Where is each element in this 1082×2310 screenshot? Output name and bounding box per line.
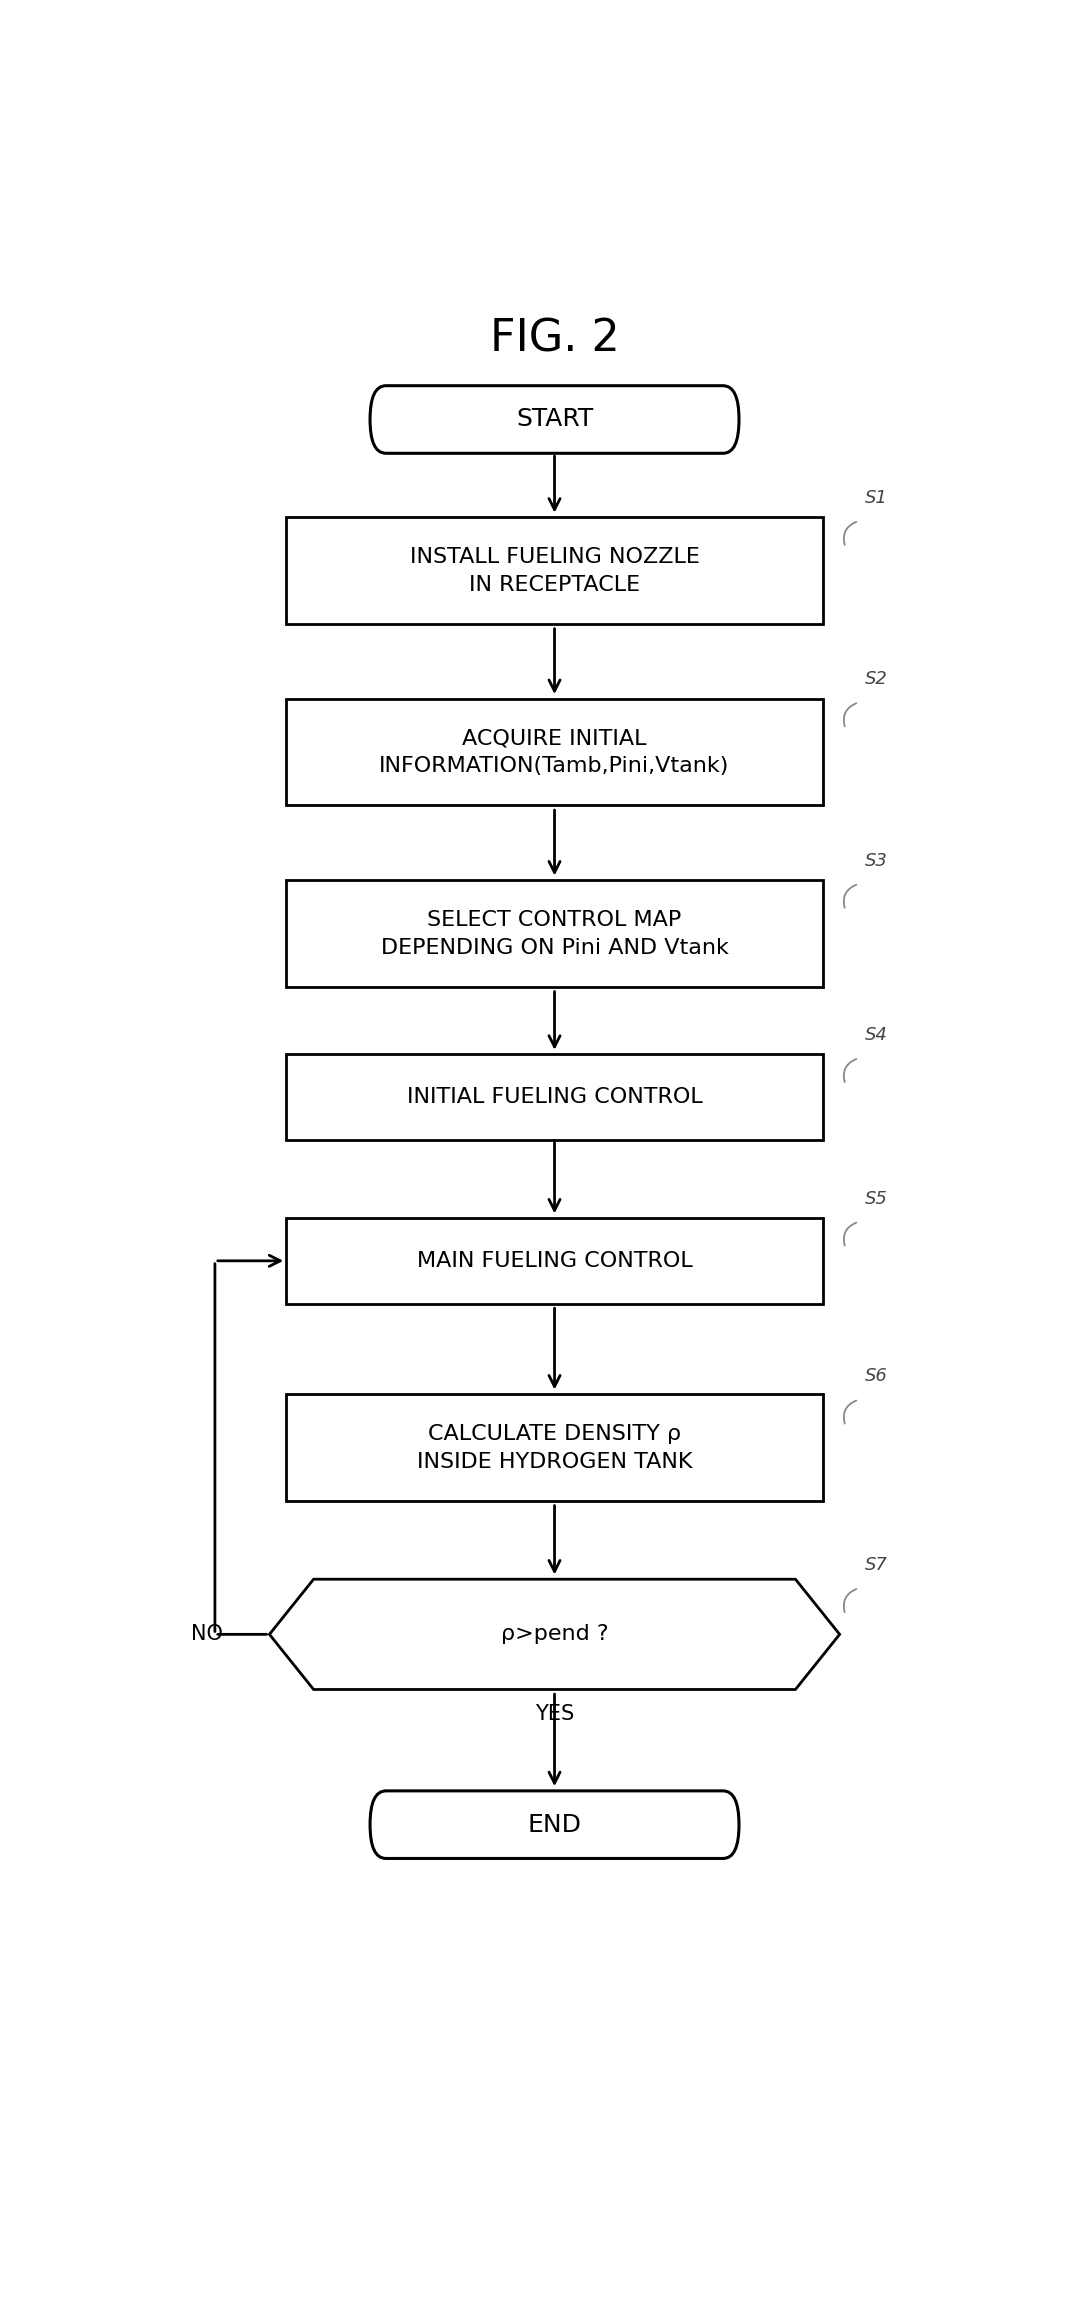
Bar xyxy=(286,698,823,806)
Bar xyxy=(286,880,823,986)
Text: S7: S7 xyxy=(865,1557,887,1573)
FancyBboxPatch shape xyxy=(370,386,739,453)
Text: INITIAL FUELING CONTROL: INITIAL FUELING CONTROL xyxy=(407,1088,702,1106)
Text: NO: NO xyxy=(190,1624,223,1645)
Text: S3: S3 xyxy=(865,852,887,869)
Bar xyxy=(286,517,823,624)
Text: S2: S2 xyxy=(865,670,887,688)
Text: CALCULATE DENSITY ρ
INSIDE HYDROGEN TANK: CALCULATE DENSITY ρ INSIDE HYDROGEN TANK xyxy=(417,1423,692,1471)
Text: END: END xyxy=(528,1813,581,1836)
Text: ACQUIRE INITIAL
INFORMATION(Tamb,Pini,Vtank): ACQUIRE INITIAL INFORMATION(Tamb,Pini,Vt… xyxy=(380,728,729,776)
Text: MAIN FUELING CONTROL: MAIN FUELING CONTROL xyxy=(417,1250,692,1270)
Bar xyxy=(286,1395,823,1502)
Text: START: START xyxy=(516,407,593,432)
Text: S6: S6 xyxy=(865,1368,887,1386)
Text: S4: S4 xyxy=(865,1026,887,1044)
Polygon shape xyxy=(269,1580,840,1689)
Text: FIG. 2: FIG. 2 xyxy=(489,319,620,360)
Text: S1: S1 xyxy=(865,490,887,506)
Text: ρ>pend ?: ρ>pend ? xyxy=(501,1624,608,1645)
Text: S5: S5 xyxy=(865,1190,887,1208)
Bar xyxy=(286,1217,823,1303)
FancyBboxPatch shape xyxy=(370,1790,739,1860)
Text: YES: YES xyxy=(535,1705,575,1723)
Bar xyxy=(286,1053,823,1139)
Text: SELECT CONTROL MAP
DEPENDING ON Pini AND Vtank: SELECT CONTROL MAP DEPENDING ON Pini AND… xyxy=(381,910,728,959)
Text: INSTALL FUELING NOZZLE
IN RECEPTACLE: INSTALL FUELING NOZZLE IN RECEPTACLE xyxy=(410,547,699,594)
